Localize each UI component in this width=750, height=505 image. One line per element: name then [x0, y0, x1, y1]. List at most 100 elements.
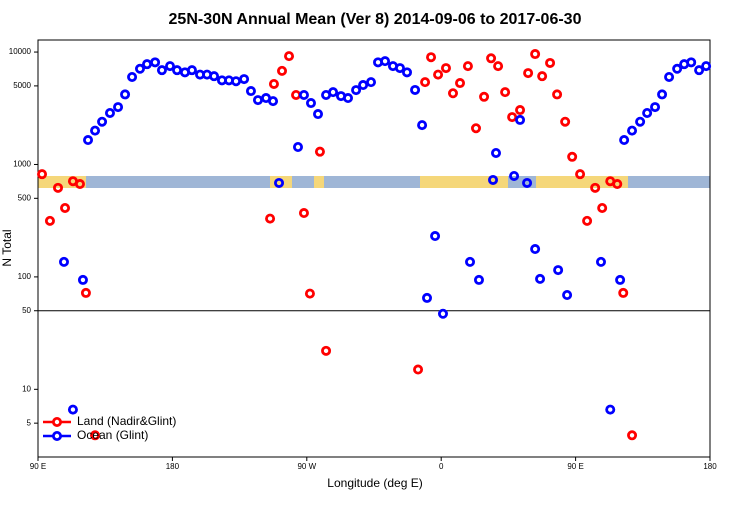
point — [595, 256, 606, 267]
y-tick-label: 10000 — [9, 47, 32, 56]
point — [104, 107, 115, 118]
x-tick-label: 90 E — [567, 462, 583, 471]
x-tick-label: 180 — [166, 462, 180, 471]
point — [672, 63, 683, 74]
point — [394, 63, 405, 74]
point — [420, 77, 431, 88]
legend-label: Ocean (Glint) — [77, 428, 148, 442]
point — [358, 80, 369, 91]
point — [530, 49, 541, 60]
point — [462, 61, 473, 72]
point — [470, 123, 481, 134]
point — [80, 287, 91, 298]
point — [277, 65, 288, 76]
point — [612, 179, 623, 190]
point — [686, 57, 697, 68]
point — [366, 77, 377, 88]
point — [150, 57, 161, 68]
legend-marker — [52, 430, 63, 441]
point — [440, 63, 451, 74]
point — [488, 174, 499, 185]
point — [172, 65, 183, 76]
point — [493, 61, 504, 72]
point — [537, 71, 548, 82]
point — [422, 292, 433, 303]
point — [417, 120, 428, 131]
point — [473, 274, 484, 285]
point — [437, 308, 448, 319]
strip-land — [314, 176, 324, 188]
point — [535, 273, 546, 284]
point — [231, 76, 242, 87]
point — [284, 51, 295, 62]
point — [90, 125, 101, 136]
plot-frame — [37, 39, 711, 458]
strip-ocean — [86, 176, 270, 188]
point — [44, 215, 55, 226]
point — [582, 215, 593, 226]
point — [113, 102, 124, 113]
point — [209, 71, 220, 82]
point — [479, 91, 490, 102]
point — [522, 177, 533, 188]
point — [523, 68, 534, 79]
point — [553, 265, 564, 276]
point — [491, 147, 502, 158]
legend-label: Land (Nadir&Glint) — [77, 414, 176, 428]
point — [268, 96, 279, 107]
chart-title: 25N-30N Annual Mean (Ver 8) 2014-09-06 t… — [169, 11, 582, 28]
strip-ocean — [628, 176, 710, 188]
point — [245, 86, 256, 97]
y-tick-label: 10 — [22, 384, 31, 393]
point — [562, 290, 573, 301]
point — [53, 182, 64, 193]
x-tick-label: 180 — [703, 462, 717, 471]
point — [515, 114, 526, 125]
point — [321, 345, 332, 356]
point — [67, 404, 78, 415]
point — [343, 93, 354, 104]
point — [292, 142, 303, 153]
point — [351, 85, 362, 96]
point — [530, 244, 541, 255]
point — [455, 78, 466, 89]
point — [486, 53, 497, 64]
point — [465, 256, 476, 267]
point — [413, 364, 424, 375]
x-axis-title: Longitude (deg E) — [327, 476, 422, 490]
point — [605, 404, 616, 415]
point — [567, 151, 578, 162]
point — [560, 116, 571, 127]
x-tick-label: 0 — [439, 462, 444, 471]
point — [134, 63, 145, 74]
point — [37, 169, 48, 180]
point — [545, 57, 556, 68]
point — [120, 89, 131, 100]
point — [298, 208, 309, 219]
point — [618, 287, 629, 298]
y-tick-label: 100 — [18, 272, 32, 281]
point — [430, 231, 441, 242]
point — [77, 274, 88, 285]
point — [291, 89, 302, 100]
point — [575, 169, 586, 180]
point — [90, 430, 101, 441]
y-tick-label: 50 — [22, 306, 31, 315]
x-tick-label: 90 E — [30, 462, 46, 471]
x-tick-label: 90 W — [297, 462, 316, 471]
point — [186, 65, 197, 76]
point — [304, 288, 315, 299]
point — [635, 116, 646, 127]
strip-land — [536, 176, 628, 188]
point — [642, 107, 653, 118]
y-tick-label: 500 — [18, 193, 32, 202]
y-tick-label: 5 — [27, 418, 32, 427]
point — [615, 274, 626, 285]
point — [507, 112, 518, 123]
point — [312, 109, 323, 120]
point — [664, 71, 675, 82]
point — [500, 87, 511, 98]
point — [97, 116, 108, 127]
